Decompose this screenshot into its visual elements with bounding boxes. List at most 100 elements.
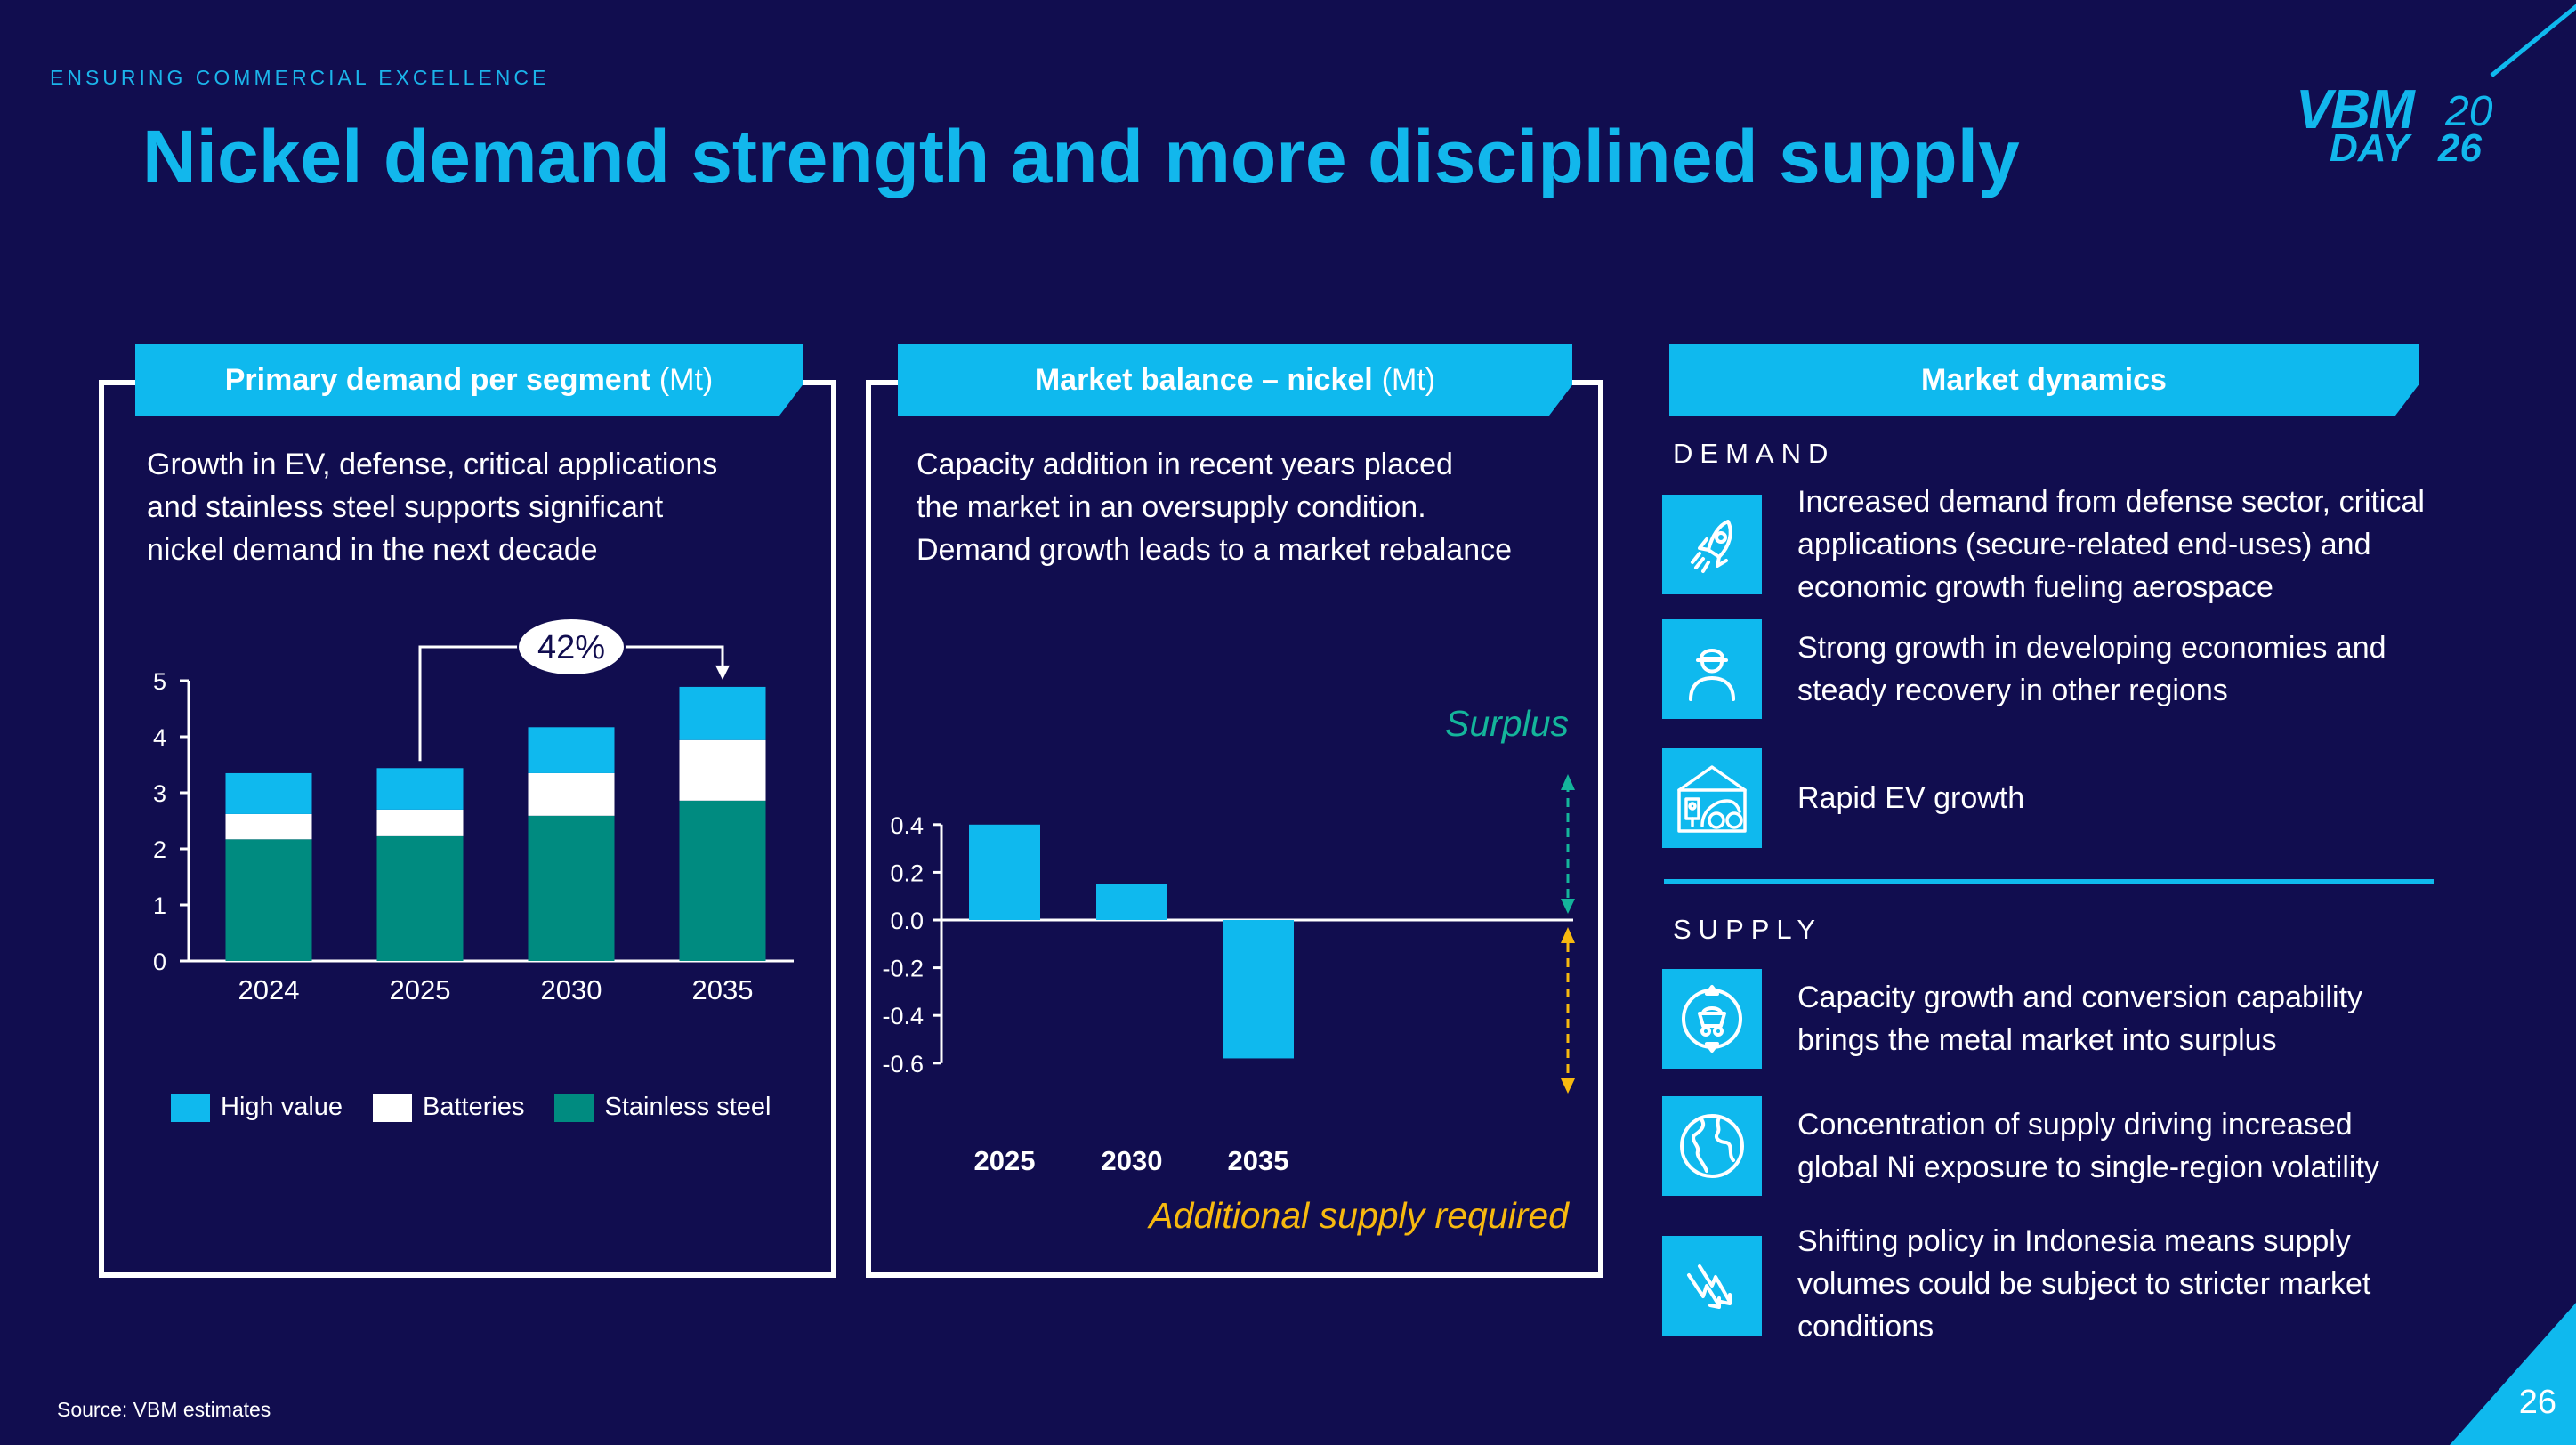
- worker-icon: [1662, 619, 1762, 719]
- legend-label: High value: [221, 1093, 343, 1121]
- surplus-arrow: [1561, 774, 1575, 914]
- demand-stacked-bar-chart: 0 1 2 3 4 5 2024 2025 2030 2035 42%: [153, 618, 794, 1005]
- dynamics-item-concentration: Concentration of supply driving increase…: [1662, 1096, 2379, 1196]
- bar-high-value-2030: [528, 727, 615, 773]
- x-tick-label: 2035: [1228, 1145, 1289, 1176]
- dynamics-item-text: Concentration of supply driving increase…: [1797, 1108, 2379, 1184]
- legend-item-high-value: High value: [171, 1093, 343, 1122]
- x-tick-label: 2024: [238, 974, 300, 1005]
- balance-panel-unit: (Mt): [1381, 362, 1436, 397]
- additional-supply-label: Additional supply required: [1146, 1195, 1570, 1236]
- balance-panel-header: Market balance – nickel (Mt): [898, 344, 1572, 416]
- y-tick-label: 0: [153, 949, 166, 975]
- dynamics-item-ev: Rapid EV growth: [1662, 748, 2024, 848]
- globe-icon: [1662, 1096, 1762, 1196]
- x-tick-label: 2030: [541, 974, 602, 1005]
- bar-batteries-2025: [376, 809, 464, 836]
- legend-swatch-batteries: [373, 1093, 413, 1122]
- y-tick-label: 1: [153, 892, 166, 919]
- bar-high-value-2024: [225, 772, 312, 814]
- dynamics-item-text: Shifting policy in Indonesia means suppl…: [1797, 1224, 2371, 1344]
- bar-stainless-steel-2035: [679, 800, 766, 961]
- dynamics-item-defense: Increased demand from defense sector, cr…: [1662, 480, 2425, 609]
- description-line: nickel demand in the next decade: [147, 533, 598, 567]
- legend-item-batteries: Batteries: [373, 1093, 524, 1122]
- demand-section-label: DEMAND: [1673, 438, 1836, 469]
- y-tick-label: 3: [153, 780, 166, 807]
- supply-section-label: SUPPLY: [1673, 914, 1823, 945]
- balance-panel-title: Market balance – nickel: [1034, 362, 1373, 397]
- y-tick-label: 0.4: [890, 812, 924, 839]
- x-tick-label: 2025: [390, 974, 451, 1005]
- y-tick-label: 2: [153, 836, 166, 863]
- legend-swatch-stainless-steel: [554, 1093, 594, 1122]
- y-tick-label: 4: [153, 724, 166, 751]
- bar-high-value-2025: [376, 768, 464, 810]
- legend-label: Stainless steel: [604, 1093, 771, 1121]
- demand-legend: High value Batteries Stainless steel: [171, 1093, 801, 1122]
- description-line: the market in an oversupply condition.: [917, 490, 1426, 524]
- bar-batteries-2024: [225, 813, 312, 840]
- mine-cart-cycle-icon: [1662, 969, 1762, 1069]
- x-tick-label: 2035: [692, 974, 754, 1005]
- demand-panel-unit: (Mt): [658, 362, 714, 397]
- legend-label: Batteries: [423, 1093, 525, 1121]
- y-tick-label: 0.0: [890, 908, 924, 934]
- dynamics-item-indonesia-policy: Shifting policy in Indonesia means suppl…: [1662, 1223, 2370, 1348]
- rocket-icon: [1662, 495, 1762, 594]
- logo-26: 26: [2438, 126, 2482, 170]
- bar-batteries-2030: [528, 772, 615, 816]
- growth-arrowhead: [715, 665, 730, 680]
- y-tick-label: -0.2: [882, 956, 924, 982]
- demand-panel-description: Growth in EV, defense, critical applicat…: [147, 443, 823, 571]
- legend-swatch-high-value: [171, 1093, 210, 1122]
- page-number: 26: [2518, 1384, 2556, 1421]
- page-title: Nickel demand strength and more discipli…: [142, 115, 2020, 198]
- volatility-arrow-icon: [1662, 1236, 1762, 1336]
- dynamics-panel-header: Market dynamics: [1669, 344, 2419, 416]
- dynamics-item-text: Rapid EV growth: [1797, 781, 2025, 815]
- demand-panel-header: Primary demand per segment (Mt): [135, 344, 803, 416]
- surplus-label: Surplus: [1445, 703, 1569, 744]
- dynamics-item-text: Capacity growth and conversion capabilit…: [1797, 981, 2363, 1057]
- section-divider: [1664, 879, 2434, 884]
- y-tick-label: -0.6: [882, 1051, 924, 1078]
- source-note: Source: VBM estimates: [57, 1398, 271, 1421]
- bar-batteries-2035: [679, 739, 766, 801]
- balance-panel-description: Capacity addition in recent years placed…: [917, 443, 1593, 571]
- section-kicker: ENSURING COMMERCIAL EXCELLENCE: [50, 66, 550, 89]
- logo-20: 20: [2445, 88, 2493, 135]
- bar-stainless-steel-2025: [376, 835, 464, 961]
- dynamics-panel-title: Market dynamics: [1921, 362, 2167, 397]
- y-tick-label: 0.2: [890, 860, 924, 886]
- corner-accent-triangle: [2450, 1303, 2576, 1445]
- balance-bar-2025: [969, 824, 1040, 920]
- bar-high-value-2035: [679, 686, 766, 740]
- legend-item-stainless-steel: Stainless steel: [554, 1093, 771, 1122]
- ev-charging-icon: [1662, 748, 1762, 848]
- growth-callout-bubble: [517, 618, 626, 676]
- description-line: Capacity addition in recent years placed: [917, 448, 1453, 481]
- corner-accent-line: [2490, 4, 2576, 77]
- dynamics-item-text: Strong growth in developing economies an…: [1797, 631, 2386, 707]
- y-tick-label: -0.4: [882, 1003, 924, 1029]
- growth-callout-text: 42%: [537, 629, 605, 666]
- dynamics-item-capacity: Capacity growth and conversion capabilit…: [1662, 969, 2362, 1069]
- bar-stainless-steel-2030: [528, 815, 615, 961]
- vbm-day-logo: VBM 20 DAY 26: [2287, 78, 2518, 176]
- logo-day: DAY: [2330, 126, 2410, 170]
- demand-panel-title: Primary demand per segment: [224, 362, 650, 397]
- balance-bar-2030: [1096, 884, 1167, 920]
- description-line: Growth in EV, defense, critical applicat…: [147, 448, 718, 481]
- logo-vbm: VBM: [2296, 79, 2415, 141]
- balance-bar-2035: [1223, 920, 1294, 1059]
- x-tick-label: 2025: [974, 1145, 1036, 1176]
- description-line: Demand growth leads to a market rebalanc…: [917, 533, 1513, 567]
- description-line: and stainless steel supports significant: [147, 490, 664, 524]
- y-tick-label: 5: [153, 668, 166, 695]
- dynamics-item-text: Increased demand from defense sector, cr…: [1797, 485, 2425, 604]
- dynamics-item-developing-economies: Strong growth in developing economies an…: [1662, 619, 2386, 719]
- x-tick-label: 2030: [1102, 1145, 1163, 1176]
- market-balance-bar-chart: 0.4 0.2 0.0 -0.2 -0.4 -0.6 2025 2030 2035 Surplu…: [882, 703, 1575, 1236]
- additional-supply-arrow: [1561, 927, 1575, 1094]
